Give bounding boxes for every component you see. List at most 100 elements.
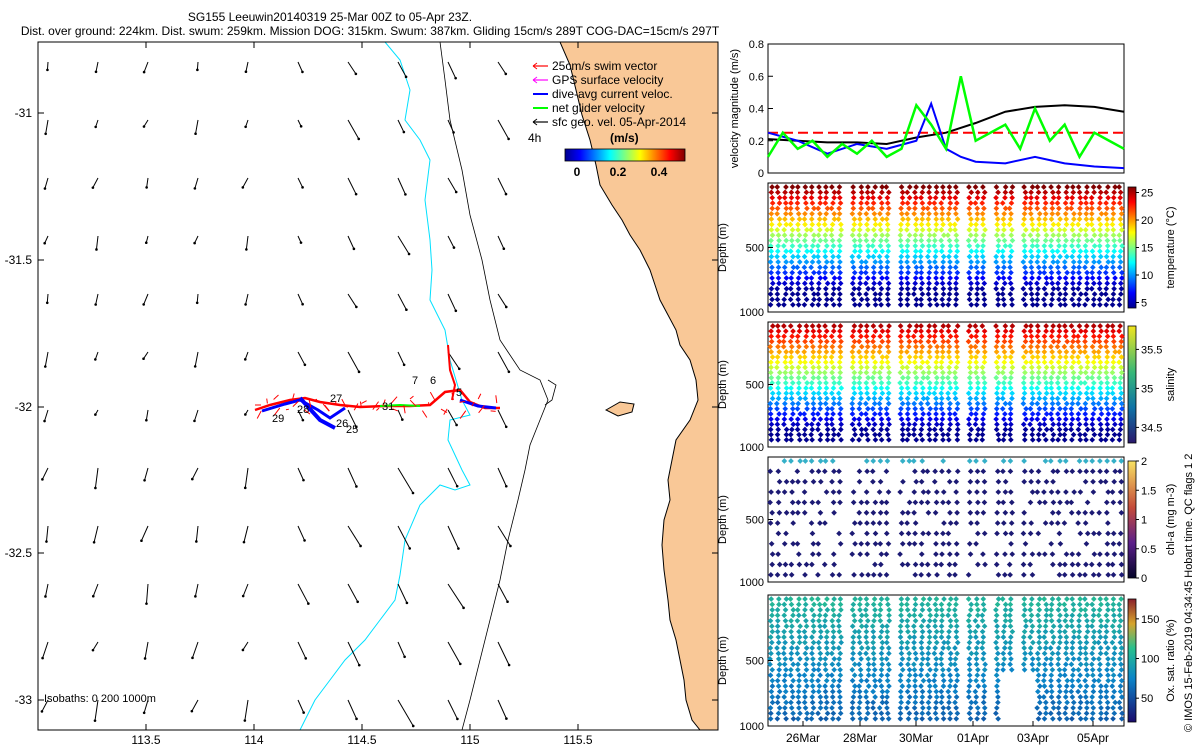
profile-point bbox=[816, 216, 823, 222]
profile-point bbox=[871, 269, 877, 276]
profile-point bbox=[934, 301, 940, 308]
profile-point bbox=[1035, 253, 1041, 260]
profile-point bbox=[946, 237, 953, 244]
profile-point bbox=[838, 437, 844, 443]
geo-velocity-arrowhead bbox=[307, 602, 310, 605]
profile-point bbox=[925, 221, 932, 228]
profile-point bbox=[768, 210, 775, 217]
profile-point bbox=[1071, 301, 1077, 308]
profile-point bbox=[1075, 285, 1082, 292]
track-label: 6 bbox=[430, 375, 436, 387]
profile-point bbox=[968, 259, 974, 265]
profile-point bbox=[797, 359, 804, 366]
profile-point bbox=[1119, 269, 1125, 276]
geo-velocity-arrow bbox=[397, 293, 407, 310]
profile-point bbox=[767, 405, 774, 412]
profile-point bbox=[809, 323, 816, 329]
profile-point bbox=[940, 194, 947, 201]
profile-point bbox=[783, 205, 790, 212]
profile-point bbox=[1088, 200, 1095, 206]
geo-velocity-arrowhead bbox=[243, 486, 247, 490]
profile-point bbox=[884, 221, 891, 228]
profile-point bbox=[870, 338, 876, 345]
profile-point bbox=[767, 301, 774, 308]
profile-point bbox=[912, 189, 918, 196]
profile-point bbox=[815, 411, 821, 417]
profile-point bbox=[769, 232, 776, 239]
profile-point bbox=[1062, 243, 1068, 249]
profile-point bbox=[878, 285, 885, 292]
profile-point bbox=[776, 200, 783, 206]
profile-point bbox=[939, 210, 946, 217]
profile-point bbox=[775, 232, 782, 239]
profile-point bbox=[876, 369, 883, 376]
geo-velocity-arrowhead bbox=[142, 711, 146, 715]
profile-point bbox=[1116, 200, 1123, 206]
profile-point bbox=[1119, 275, 1125, 281]
profile-point bbox=[993, 205, 1000, 212]
profile-point bbox=[782, 200, 789, 206]
profile-point bbox=[830, 253, 836, 260]
profile-point bbox=[781, 301, 787, 308]
profile-point bbox=[856, 328, 863, 335]
profile-point bbox=[1055, 189, 1062, 196]
sfc-geo-velocity-field bbox=[40, 61, 512, 728]
profile-point bbox=[815, 359, 822, 366]
profile-point bbox=[1084, 189, 1090, 196]
profile-point bbox=[816, 323, 822, 329]
geo-velocity-arrowhead bbox=[457, 547, 460, 550]
profile-point bbox=[1034, 227, 1041, 233]
profile-point bbox=[790, 411, 796, 417]
track-label: 5 bbox=[456, 387, 462, 399]
profile-point bbox=[1042, 301, 1048, 308]
profile-point bbox=[973, 221, 979, 228]
profile-point bbox=[968, 301, 975, 308]
profile-point bbox=[1034, 259, 1041, 265]
profile-point bbox=[974, 275, 980, 281]
geo-velocity-arrow bbox=[297, 351, 306, 366]
profile-point bbox=[769, 395, 776, 402]
profile-point bbox=[904, 221, 911, 228]
legend-label: dive-avg current veloc. bbox=[552, 87, 673, 101]
geo-velocity-arrow bbox=[447, 467, 458, 487]
profile-point bbox=[856, 374, 863, 381]
geo-velocity-arrow bbox=[194, 409, 199, 422]
profile-point bbox=[849, 210, 856, 217]
profile-point bbox=[974, 291, 980, 297]
profile-point bbox=[953, 291, 960, 297]
swim-vector-arrow bbox=[313, 398, 318, 401]
profile-point bbox=[775, 264, 782, 271]
geo-velocity-arrow bbox=[245, 61, 249, 72]
profile-point bbox=[919, 243, 926, 249]
profile-point bbox=[858, 200, 864, 206]
geo-velocity-arrowhead bbox=[504, 425, 508, 429]
profile-point bbox=[850, 328, 857, 335]
profile-point bbox=[837, 349, 844, 355]
profile-point bbox=[1028, 248, 1034, 255]
profile-point bbox=[927, 301, 933, 308]
geo-velocity-arrowhead bbox=[454, 190, 458, 194]
profile-point bbox=[974, 243, 981, 249]
profile-point bbox=[933, 227, 939, 233]
profile-point bbox=[885, 210, 891, 217]
profile-point bbox=[898, 210, 905, 217]
profile-point bbox=[767, 400, 774, 407]
geo-velocity-arrow bbox=[94, 467, 99, 489]
profile-point bbox=[904, 227, 910, 233]
profile-point bbox=[787, 285, 794, 292]
profile-point bbox=[824, 437, 831, 443]
geo-velocity-arrowhead bbox=[405, 308, 408, 312]
profile-point bbox=[926, 296, 933, 303]
profile-point bbox=[824, 421, 830, 428]
geo-velocity-arrow bbox=[347, 525, 361, 547]
geo-velocity-arrow bbox=[497, 583, 508, 602]
profile-point bbox=[918, 301, 925, 308]
profile-point bbox=[912, 237, 919, 244]
geo-velocity-arrow bbox=[92, 641, 99, 651]
profile-point bbox=[1050, 259, 1057, 265]
profile-point bbox=[946, 291, 953, 297]
profile-point bbox=[966, 227, 973, 233]
profile-point bbox=[871, 280, 877, 287]
profile-point bbox=[789, 184, 796, 190]
profile-point bbox=[787, 431, 794, 438]
